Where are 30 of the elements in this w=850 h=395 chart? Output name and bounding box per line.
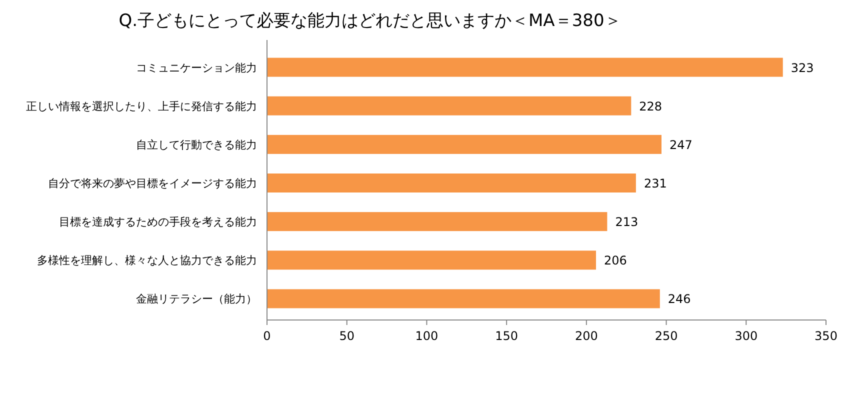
y-tick-label: 多様性を理解し、様々な人と協力できる能力 <box>37 254 257 268</box>
bar <box>267 134 662 154</box>
data-label: 231 <box>644 176 667 190</box>
x-tick-label: 200 <box>574 329 598 343</box>
y-tick-label: 金融リテラシー（能力） <box>136 292 257 306</box>
x-tick-label: 100 <box>415 329 438 343</box>
bar <box>267 289 660 308</box>
x-tick-label: 300 <box>734 329 758 343</box>
y-tick-label: コミュニケーション能力 <box>136 61 257 74</box>
data-label: 246 <box>668 292 691 306</box>
bar <box>267 58 783 77</box>
data-label: 213 <box>615 215 638 230</box>
x-tick-label: 0 <box>263 329 271 343</box>
data-label: 323 <box>790 60 814 75</box>
bar <box>267 174 636 192</box>
x-tick-label: 250 <box>654 329 678 343</box>
bar <box>267 212 608 232</box>
data-label: 247 <box>669 138 692 152</box>
y-tick-label: 目標を達成するための手段を考える能力 <box>59 216 257 229</box>
data-label: 206 <box>604 254 627 268</box>
data-label: 228 <box>639 99 662 114</box>
y-tick-label: 自分で将来の夢や目標をイメージする能力 <box>48 177 257 190</box>
y-tick-label: 自立して行動できる能力 <box>136 138 257 152</box>
bar <box>267 250 596 270</box>
bar <box>267 96 632 116</box>
chart-title: Q.子どもにとって必要な能力はどれだと思いますか＜MA＝380＞ <box>118 11 622 31</box>
x-tick-label: 50 <box>339 329 354 343</box>
x-tick-label: 350 <box>814 329 838 343</box>
x-tick-label: 150 <box>495 329 518 343</box>
y-tick-label: 正しい情報を選択したり、上手に発信する能力 <box>26 100 257 113</box>
